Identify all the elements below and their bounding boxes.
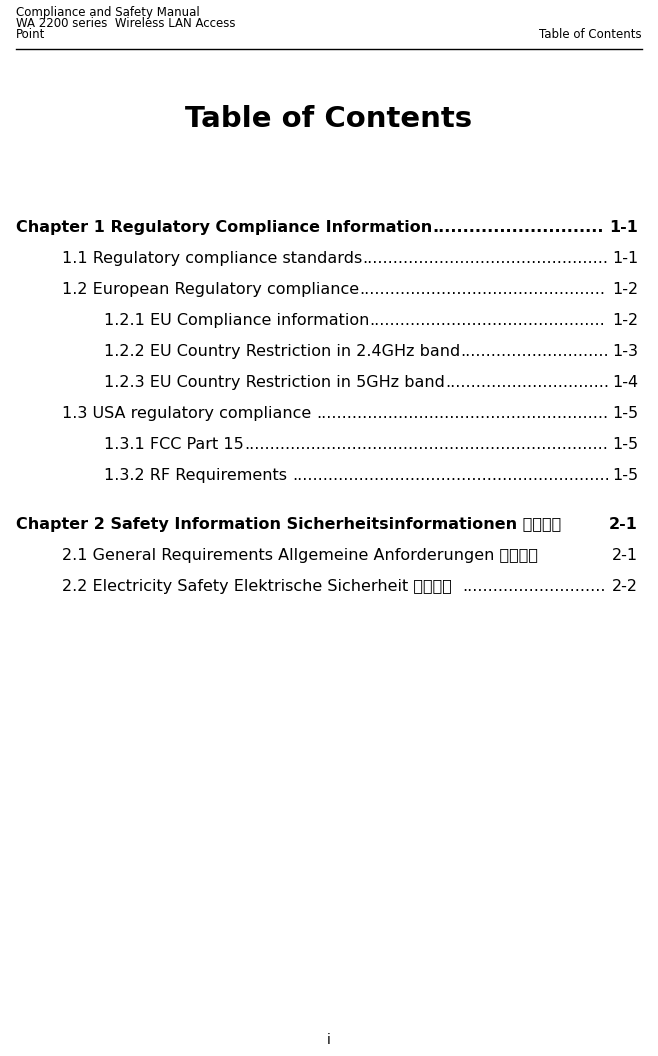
Text: 1.2.2 EU Country Restriction in 2.4GHz band: 1.2.2 EU Country Restriction in 2.4GHz b… xyxy=(104,344,460,359)
Text: 1-1: 1-1 xyxy=(609,220,638,235)
Text: 2-1: 2-1 xyxy=(609,517,638,532)
Text: 2.2 Electricity Safety Elektrische Sicherheit 用电安全: 2.2 Electricity Safety Elektrische Siche… xyxy=(62,579,462,593)
Text: 1-5: 1-5 xyxy=(612,406,638,421)
Text: 2-2: 2-2 xyxy=(612,579,638,593)
Text: ............................: ............................ xyxy=(432,220,604,235)
Text: 1-5: 1-5 xyxy=(612,437,638,452)
Text: 1-2: 1-2 xyxy=(612,282,638,297)
Text: 2-1: 2-1 xyxy=(612,548,638,563)
Text: Chapter 2 Safety Information Sicherheitsinformationen 安全信息: Chapter 2 Safety Information Sicherheits… xyxy=(16,517,561,532)
Text: 1.1 Regulatory compliance standards: 1.1 Regulatory compliance standards xyxy=(62,251,363,266)
Text: 1-2: 1-2 xyxy=(612,313,638,328)
Text: 1-5: 1-5 xyxy=(612,468,638,483)
Text: i: i xyxy=(327,1033,331,1046)
Text: Table of Contents: Table of Contents xyxy=(186,105,472,133)
Text: 1-1: 1-1 xyxy=(612,251,638,266)
Text: 2.1 General Requirements Allgemeine Anforderungen 通用要求: 2.1 General Requirements Allgemeine Anfo… xyxy=(62,548,538,563)
Text: Point: Point xyxy=(16,29,45,41)
Text: 1-4: 1-4 xyxy=(612,375,638,390)
Text: 1.3.2 RF Requirements: 1.3.2 RF Requirements xyxy=(104,468,292,483)
Text: ................................: ................................ xyxy=(445,375,609,390)
Text: WA 2200 series  Wireless LAN Access: WA 2200 series Wireless LAN Access xyxy=(16,17,236,30)
Text: .........................................................: ........................................… xyxy=(316,406,609,421)
Text: .............................: ............................. xyxy=(460,344,609,359)
Text: ..............................................................: ........................................… xyxy=(292,468,610,483)
Text: ..............................................: ........................................… xyxy=(369,313,605,328)
Text: 1.3.1 FCC Part 15: 1.3.1 FCC Part 15 xyxy=(104,437,243,452)
Text: ............................: ............................ xyxy=(462,579,605,593)
Text: ................................................: ........................................… xyxy=(359,282,605,297)
Text: 1.3 USA regulatory compliance: 1.3 USA regulatory compliance xyxy=(62,406,316,421)
Text: 1.2.3 EU Country Restriction in 5GHz band: 1.2.3 EU Country Restriction in 5GHz ban… xyxy=(104,375,445,390)
Text: Chapter 1 Regulatory Compliance Information: Chapter 1 Regulatory Compliance Informat… xyxy=(16,220,432,235)
Text: ................................................: ........................................… xyxy=(363,251,608,266)
Text: Compliance and Safety Manual: Compliance and Safety Manual xyxy=(16,6,200,19)
Text: .......................................................................: ........................................… xyxy=(243,437,607,452)
Text: 1.2 European Regulatory compliance: 1.2 European Regulatory compliance xyxy=(62,282,359,297)
Text: 1-3: 1-3 xyxy=(612,344,638,359)
Text: Table of Contents: Table of Contents xyxy=(540,29,642,41)
Text: 1.2.1 EU Compliance information: 1.2.1 EU Compliance information xyxy=(104,313,369,328)
